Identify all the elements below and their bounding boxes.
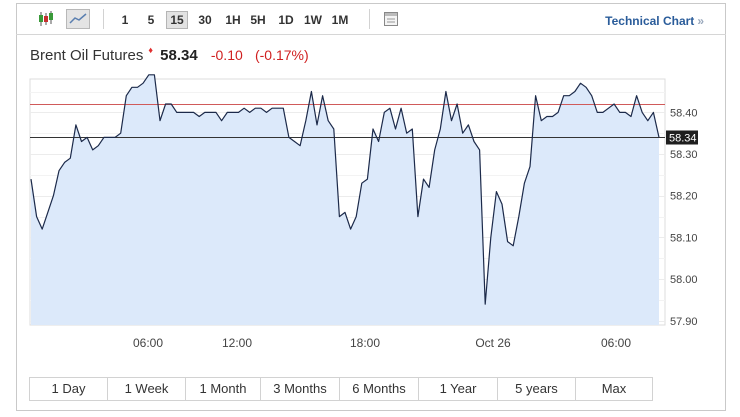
- y-tick-label: 58.30: [670, 149, 698, 161]
- instrument-name: Brent Oil Futures: [30, 47, 144, 64]
- time-range-selector: 1 Day 1 Week 1 Month 3 Months 6 Months 1 Year…: [29, 377, 653, 401]
- technical-chart-link[interactable]: Technical Chart»: [605, 14, 704, 28]
- settings-panel-icon[interactable]: [382, 10, 402, 28]
- interval-1-button[interactable]: 1: [121, 13, 129, 27]
- interval-5h-button[interactable]: 5H: [250, 13, 266, 27]
- range-1-day-button[interactable]: 1 Day: [30, 378, 108, 400]
- interval-30-button[interactable]: 30: [198, 13, 212, 27]
- interval-1m-button[interactable]: 1M: [331, 13, 349, 27]
- x-tick-label: 06:00: [133, 336, 163, 350]
- last-price-tag-label: 58.34: [669, 133, 697, 145]
- toolbar-separator: [103, 9, 104, 29]
- interval-15-button[interactable]: 15: [166, 11, 188, 29]
- x-tick-label: 12:00: [222, 336, 252, 350]
- x-tick-label: 18:00: [350, 336, 380, 350]
- price-change-percent: (-0.17%): [254, 47, 309, 63]
- range-1-year-button[interactable]: 1 Year: [419, 378, 498, 400]
- range-1-month-button[interactable]: 1 Month: [186, 378, 261, 400]
- line-chart-icon[interactable]: [66, 9, 90, 29]
- technical-chart-label: Technical Chart: [605, 14, 695, 28]
- range-6-months-button[interactable]: 6 Months: [340, 378, 419, 400]
- y-tick-label: 58.10: [670, 232, 698, 244]
- candlestick-chart-icon[interactable]: [36, 10, 56, 28]
- chevron-right-icon: »: [697, 14, 704, 28]
- price-change-indicator-icon: ♦: [148, 45, 153, 55]
- price-line: [30, 74, 660, 305]
- range-3-months-button[interactable]: 3 Months: [261, 378, 340, 400]
- y-tick-label: 58.20: [670, 191, 698, 203]
- range-max-button[interactable]: Max: [576, 378, 652, 400]
- last-price-tag: [666, 130, 698, 145]
- price-change: -0.10: [210, 47, 243, 63]
- x-tick-label: 06:00: [601, 336, 631, 350]
- y-tick-label: 57.90: [670, 316, 698, 328]
- last-price: 58.34: [160, 47, 198, 64]
- chart-toolbar: 1 5 15 30 1H 5H 1D 1W 1M Technical Chart»: [16, 3, 726, 35]
- range-5-years-button[interactable]: 5 years: [498, 378, 576, 400]
- range-1-week-button[interactable]: 1 Week: [108, 378, 186, 400]
- y-tick-label: 58.40: [670, 107, 698, 119]
- interval-1d-button[interactable]: 1D: [278, 13, 294, 27]
- interval-1h-button[interactable]: 1H: [225, 13, 241, 27]
- interval-5-button[interactable]: 5: [147, 13, 155, 27]
- quote-header: Brent Oil Futures ♦ 58.34 -0.10 (-0.17%): [30, 45, 309, 64]
- interval-1w-button[interactable]: 1W: [304, 13, 322, 27]
- x-tick-label: Oct 26: [475, 336, 511, 350]
- toolbar-separator: [369, 9, 370, 29]
- y-tick-label: 58.00: [670, 274, 698, 286]
